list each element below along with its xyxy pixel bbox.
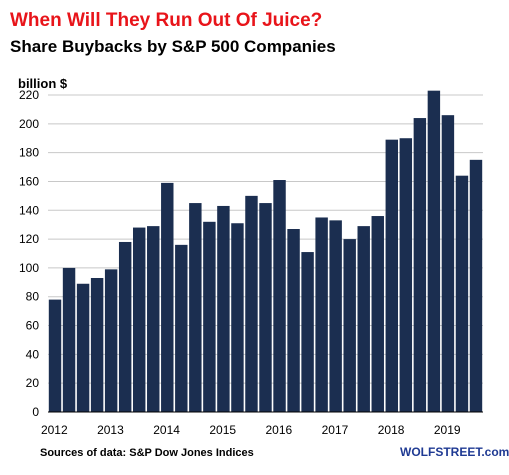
source-note: Sources of data: S&P Dow Jones Indices — [40, 447, 254, 459]
bar — [76, 283, 90, 412]
bar — [259, 203, 272, 412]
bar — [455, 175, 469, 412]
y-tick-label: 100 — [19, 261, 39, 275]
bar — [357, 226, 370, 412]
x-tick-label: 2015 — [209, 423, 236, 437]
chart-subtitle: Share Buybacks by S&P 500 Companies — [10, 37, 336, 56]
x-tick-label: 2014 — [153, 423, 180, 437]
y-tick-label: 140 — [19, 203, 39, 217]
y-tick-label: 220 — [19, 88, 39, 102]
bars — [48, 90, 483, 413]
x-tick-label: 2012 — [41, 423, 68, 437]
y-tick-label: 60 — [26, 319, 40, 333]
bar — [399, 138, 413, 412]
y-tick-label: 180 — [19, 146, 39, 160]
chart-title: When Will They Run Out Of Juice? — [10, 10, 322, 31]
y-tick-label: 20 — [26, 376, 40, 390]
bar — [161, 182, 174, 412]
bar — [343, 239, 356, 412]
bar — [48, 299, 62, 412]
bar — [175, 244, 188, 412]
x-tick-label: 2018 — [378, 423, 405, 437]
bar — [469, 159, 483, 412]
bar — [287, 229, 300, 412]
x-tick-label: 2013 — [97, 423, 124, 437]
y-tick-label: 200 — [19, 117, 39, 131]
y-axis-label: billion $ — [18, 76, 68, 91]
bar — [90, 277, 104, 412]
x-tick-label: 2019 — [434, 423, 461, 437]
y-tick-label: 0 — [32, 405, 39, 419]
bar — [118, 241, 132, 412]
bar — [329, 220, 342, 412]
bar — [315, 217, 328, 412]
y-tick-label: 160 — [19, 174, 39, 188]
bar — [231, 223, 244, 412]
bar — [413, 118, 427, 413]
bar — [62, 267, 76, 412]
bar — [189, 203, 202, 412]
bar — [104, 269, 118, 412]
y-tick-labels: 0 20 40 60 80 100 120 140 160 180 200 220 — [19, 88, 39, 419]
bar — [273, 180, 286, 412]
brand-watermark: WOLFSTREET.com — [400, 445, 509, 459]
y-tick-label: 40 — [26, 347, 40, 361]
bar — [301, 252, 314, 412]
bar — [203, 221, 216, 412]
y-tick-label: 120 — [19, 232, 39, 246]
bar — [147, 226, 160, 412]
x-tick-label: 2016 — [265, 423, 292, 437]
bar — [217, 205, 230, 412]
bar — [132, 227, 146, 412]
bar — [441, 115, 455, 412]
bar — [245, 195, 258, 412]
bar — [385, 139, 399, 412]
y-tick-label: 80 — [26, 290, 40, 304]
bar — [427, 90, 441, 412]
x-tick-labels: 2012 2013 2014 2015 2016 2017 2018 2019 — [41, 423, 461, 437]
x-tick-label: 2017 — [322, 423, 349, 437]
bar — [371, 216, 384, 412]
